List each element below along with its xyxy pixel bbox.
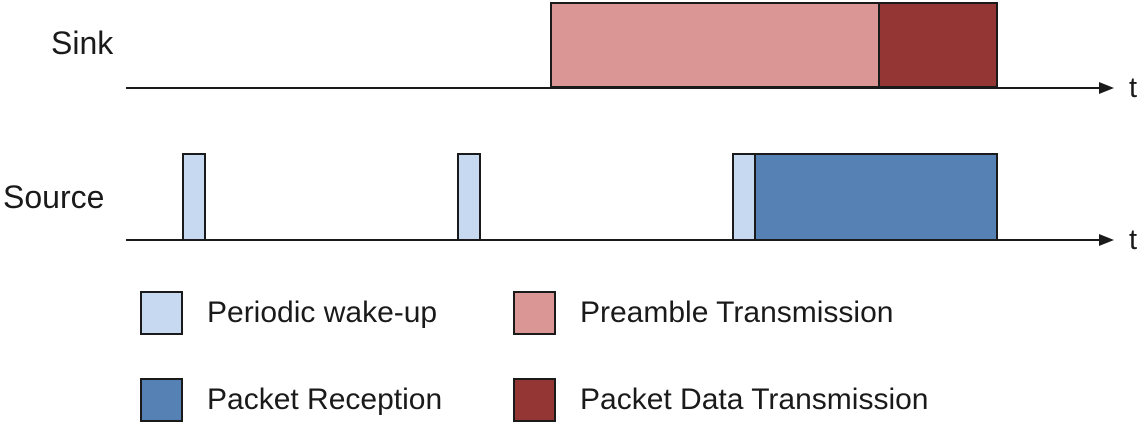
- legend-label-packet-data-transmission: Packet Data Transmission: [580, 383, 929, 416]
- legend-swatch-preamble-transmission: [513, 291, 556, 335]
- legend-item-packet-data-transmission: Packet Data Transmission: [513, 378, 928, 422]
- legend-swatch-packet-reception: [140, 378, 183, 422]
- legend-label-periodic-wakeup: Periodic wake-up: [207, 296, 438, 329]
- legend-swatch-packet-data-transmission: [513, 378, 556, 422]
- block-periodic-wakeup: [457, 153, 481, 241]
- sink-track: [126, 2, 1113, 88]
- sink-timeline-arrowhead-icon: [1099, 82, 1114, 94]
- legend-item-packet-reception: Packet Reception: [140, 378, 442, 422]
- source-axis-label: t: [1129, 224, 1138, 256]
- row-label-source: Source: [3, 179, 105, 215]
- row-label-sink: Sink: [51, 25, 114, 61]
- block-periodic-wakeup: [181, 153, 206, 241]
- block-packet-data-transmission: [877, 2, 998, 88]
- source-timeline-arrowhead-icon: [1099, 234, 1114, 246]
- block-periodic-wakeup: [732, 153, 756, 241]
- legend-item-periodic-wakeup: Periodic wake-up: [140, 291, 437, 335]
- sink-axis-label: t: [1129, 72, 1138, 104]
- legend-label-preamble-transmission: Preamble Transmission: [580, 296, 894, 329]
- block-preamble-transmission: [550, 2, 880, 88]
- legend-swatch-periodic-wakeup: [140, 291, 183, 335]
- source-timeline: [126, 239, 1102, 241]
- source-track: [126, 153, 1113, 241]
- block-packet-reception: [754, 153, 998, 241]
- sink-timeline: [126, 87, 1102, 89]
- legend-item-preamble-transmission: Preamble Transmission: [513, 291, 893, 335]
- legend-label-packet-reception: Packet Reception: [207, 383, 443, 416]
